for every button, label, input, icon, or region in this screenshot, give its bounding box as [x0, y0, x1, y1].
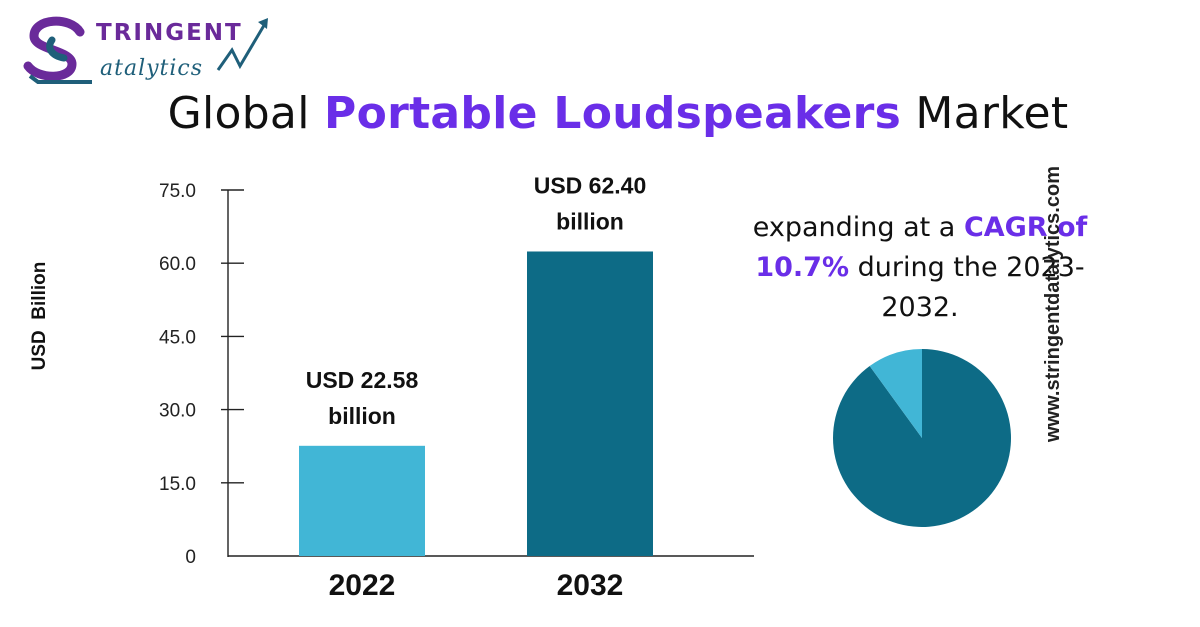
y-tick-label: 60.0 — [159, 254, 196, 275]
logo-text-top: TRINGENT — [96, 20, 243, 46]
logo-text-bottom: atalytics — [100, 56, 204, 81]
website-url: www.stringentdatalytics.com — [1042, 166, 1064, 442]
bar-2022 — [299, 445, 425, 556]
cagr-prefix: expanding at a — [752, 212, 964, 243]
bar-value-label: USD 22.58 — [306, 367, 419, 393]
bar-2032 — [527, 251, 653, 556]
y-tick-label: 0 — [185, 547, 196, 568]
brand-logo: TRINGENT atalytics — [22, 10, 282, 88]
bar-value-label: USD 62.40 — [534, 172, 647, 198]
page-title: Global Portable Loudspeakers Market — [0, 88, 1200, 139]
y-tick-label: 75.0 — [159, 181, 196, 202]
cagr-suffix: during the 2023-2032. — [849, 252, 1085, 323]
y-tick-label: 45.0 — [159, 327, 196, 348]
title-suffix: Market — [901, 88, 1069, 139]
bar-value-label-unit: billion — [556, 208, 624, 234]
title-highlight: Portable Loudspeakers — [324, 88, 902, 139]
y-tick-label: 15.0 — [159, 474, 196, 495]
bar-value-label-unit: billion — [328, 403, 396, 429]
pie-slice-1 — [869, 349, 922, 438]
x-tick-label: 2032 — [557, 569, 624, 602]
title-prefix: Global — [167, 88, 325, 139]
logo-icon — [23, 16, 268, 84]
pie-slice-0 — [833, 349, 1012, 528]
y-tick-label: 30.0 — [159, 401, 196, 422]
x-tick-label: 2022 — [329, 569, 396, 602]
cagr-highlight: CAGR of 10.7% — [755, 212, 1088, 283]
cagr-text: expanding at a CAGR of 10.7% during the … — [745, 208, 1095, 328]
